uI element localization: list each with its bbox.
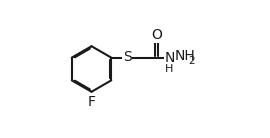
Text: NH: NH	[175, 49, 196, 63]
Text: 2: 2	[188, 56, 195, 66]
Text: F: F	[88, 95, 96, 109]
Text: S: S	[123, 50, 131, 63]
Text: N: N	[164, 51, 175, 65]
Text: H: H	[165, 64, 174, 74]
Text: O: O	[151, 28, 162, 42]
